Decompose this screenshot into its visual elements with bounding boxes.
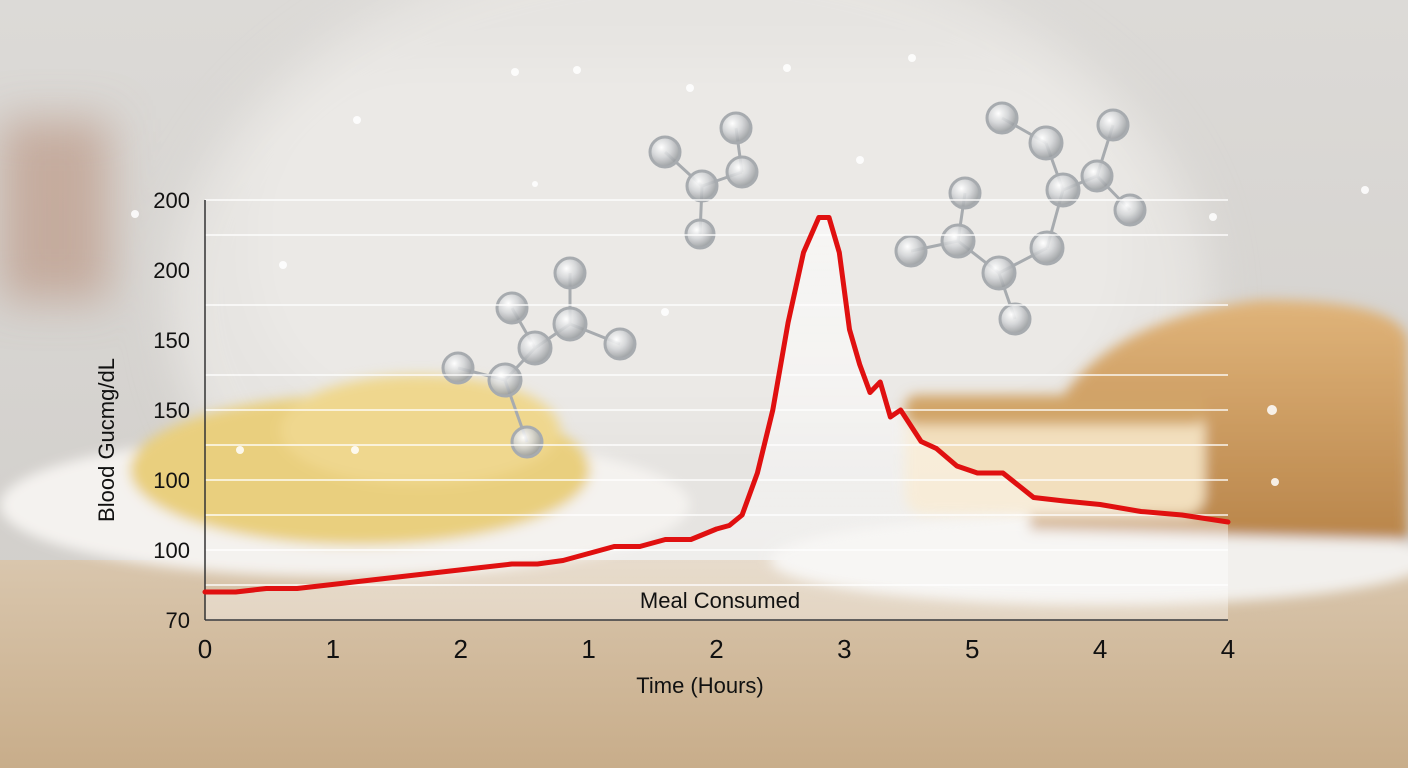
y-tick-labels: 200 200 150 150 100 100 70 bbox=[153, 188, 190, 633]
glucose-molecules bbox=[441, 101, 1147, 459]
data-point-1 bbox=[233, 589, 238, 595]
data-point-36 bbox=[954, 463, 960, 469]
data-point-10 bbox=[509, 561, 515, 567]
data-point-3 bbox=[294, 586, 300, 591]
x-tick-label-8: 4 bbox=[1221, 634, 1235, 664]
y-tick-label-4: 100 bbox=[153, 468, 190, 493]
data-point-33 bbox=[898, 407, 903, 413]
data-point-43 bbox=[1179, 512, 1185, 518]
data-point-7 bbox=[417, 572, 423, 577]
x-tick-label-5: 3 bbox=[837, 634, 851, 664]
data-point-14 bbox=[612, 544, 617, 549]
y-tick-label-1: 200 bbox=[153, 258, 190, 283]
data-point-26 bbox=[826, 215, 832, 220]
y-tick-label-0: 200 bbox=[153, 188, 190, 213]
area-under-curve bbox=[205, 217, 1228, 620]
data-point-13 bbox=[586, 551, 591, 556]
x-tick-label-2: 2 bbox=[454, 634, 468, 664]
x-tick-label-3: 1 bbox=[581, 634, 595, 664]
y-axis-label: Blood Gucmg/dL bbox=[94, 358, 119, 522]
data-point-16 bbox=[663, 537, 668, 542]
y-tick-label-3: 150 bbox=[153, 398, 190, 423]
data-point-19 bbox=[727, 523, 732, 528]
data-point-31 bbox=[877, 379, 883, 385]
data-point-4 bbox=[325, 582, 330, 588]
series-points bbox=[202, 215, 1231, 595]
data-point-5 bbox=[356, 579, 361, 584]
x-tick-label-6: 5 bbox=[965, 634, 979, 664]
x-tick-label-0: 0 bbox=[198, 634, 212, 664]
data-point-40 bbox=[1062, 498, 1067, 504]
data-point-38 bbox=[1000, 470, 1006, 476]
data-point-28 bbox=[847, 327, 852, 332]
data-point-23 bbox=[785, 320, 791, 325]
x-tick-label-4: 2 bbox=[709, 634, 723, 664]
data-point-27 bbox=[837, 250, 842, 255]
data-point-12 bbox=[560, 558, 566, 563]
data-point-11 bbox=[535, 561, 540, 567]
data-point-0 bbox=[202, 589, 208, 595]
data-point-24 bbox=[801, 250, 806, 255]
data-point-9 bbox=[479, 565, 484, 570]
data-point-25 bbox=[816, 215, 821, 220]
y-tick-label-5: 100 bbox=[153, 538, 190, 563]
data-point-37 bbox=[975, 470, 980, 476]
x-tick-label-7: 4 bbox=[1093, 634, 1107, 664]
x-axis-label: Time (Hours) bbox=[636, 673, 764, 698]
data-point-44 bbox=[1225, 519, 1231, 525]
data-point-20 bbox=[739, 512, 745, 518]
data-point-6 bbox=[386, 575, 392, 581]
meal-consumed-annotation: Meal Consumed bbox=[640, 588, 800, 613]
data-point-15 bbox=[637, 544, 642, 549]
data-point-22 bbox=[770, 407, 775, 413]
y-tick-label-2: 150 bbox=[153, 328, 190, 353]
floating-particles bbox=[131, 54, 1369, 486]
data-point-29 bbox=[857, 362, 862, 367]
data-point-30 bbox=[867, 390, 873, 395]
data-point-41 bbox=[1097, 502, 1103, 507]
x-tick-labels: 0 1 2 1 2 3 5 4 4 bbox=[198, 634, 1235, 664]
data-point-17 bbox=[688, 537, 694, 542]
data-point-39 bbox=[1031, 495, 1036, 500]
y-tick-label-6: 70 bbox=[166, 608, 190, 633]
x-tick-label-1: 1 bbox=[326, 634, 340, 664]
data-point-2 bbox=[264, 586, 269, 591]
data-point-34 bbox=[918, 439, 924, 444]
pasta-plate bbox=[0, 375, 690, 577]
data-point-35 bbox=[934, 446, 939, 451]
data-point-42 bbox=[1138, 509, 1144, 514]
data-point-32 bbox=[888, 414, 893, 420]
data-point-21 bbox=[755, 470, 760, 476]
data-point-8 bbox=[448, 568, 453, 574]
data-point-18 bbox=[714, 526, 719, 532]
